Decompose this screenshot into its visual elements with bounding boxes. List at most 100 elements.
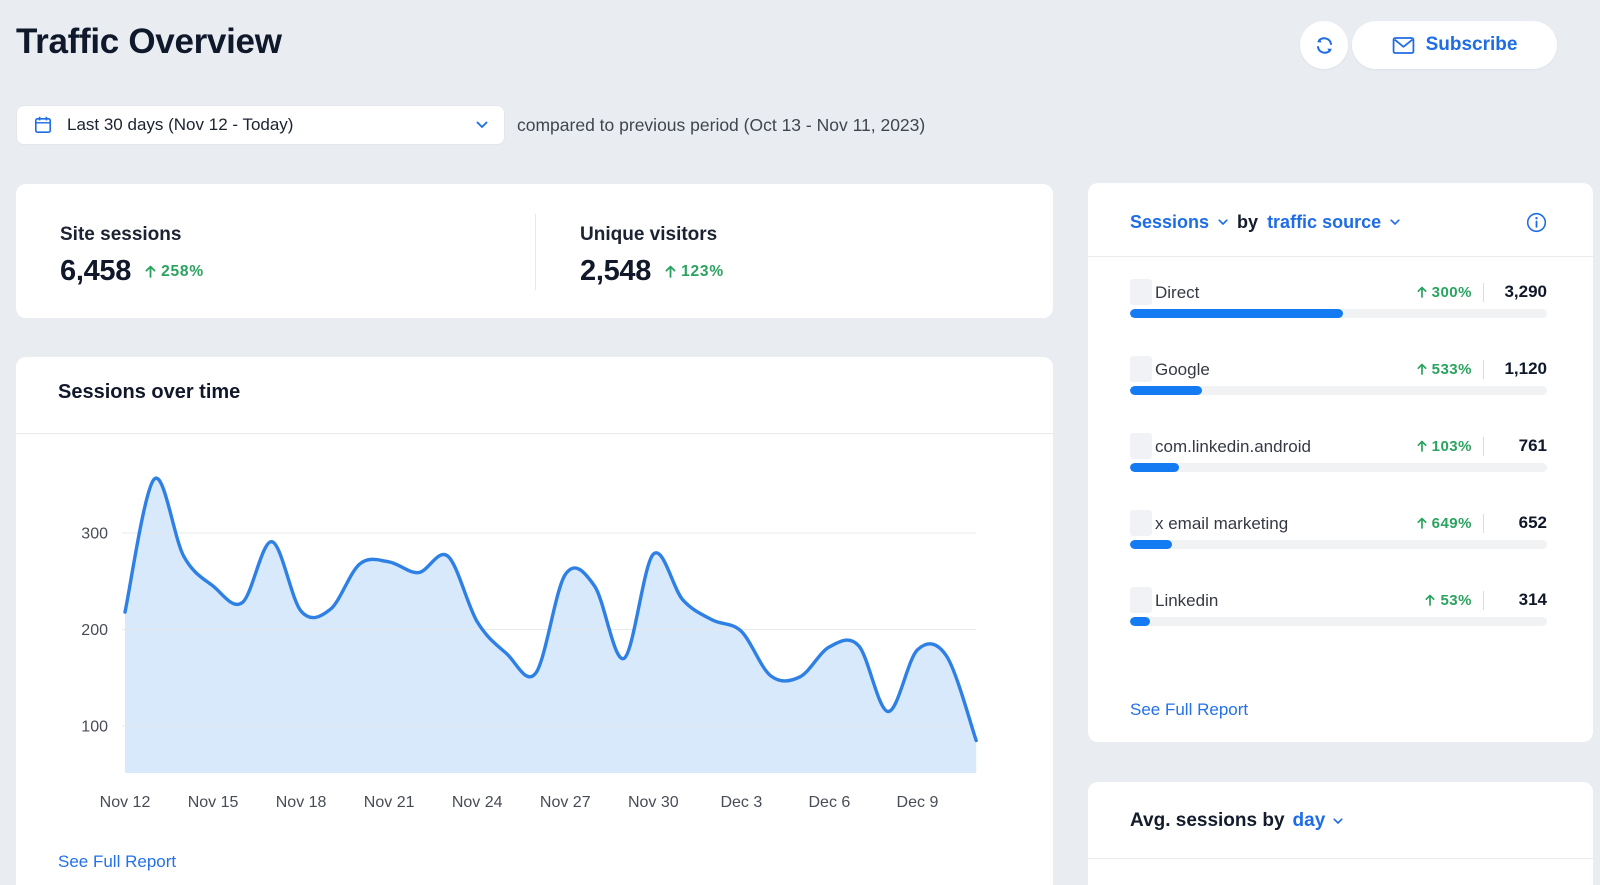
value-separator: [1483, 437, 1484, 456]
x-tick-label: Nov 24: [452, 794, 503, 811]
sessions-area-chart: 100 200 300 Nov 12 Nov 15 Nov 18 Nov 21 Nov 24 N…: [16, 433, 1053, 833]
chevron-down-icon[interactable]: [1390, 219, 1400, 226]
info-icon[interactable]: [1526, 212, 1547, 233]
traffic-source-label: Google: [1155, 360, 1210, 379]
metric-dropdown[interactable]: Sessions: [1130, 212, 1209, 233]
traffic-overview-page: Traffic Overview Subscribe: [0, 0, 1600, 885]
redacted-text-block: [1130, 279, 1152, 305]
x-tick-label: Dec 6: [809, 794, 851, 811]
x-tick-label: Dec 3: [720, 794, 762, 811]
traffic-sources-card: Sessions by traffic source: [1088, 183, 1593, 742]
by-label: by: [1237, 212, 1258, 233]
refresh-icon: [1313, 34, 1336, 57]
redacted-text-block: [1130, 433, 1152, 459]
redacted-text-block: [1130, 587, 1152, 613]
x-tick-label: Nov 18: [276, 794, 327, 811]
share-bar-track: [1130, 463, 1547, 472]
traffic-source-list: Direct 300% 3,290 Google: [1130, 281, 1547, 666]
value-separator: [1483, 514, 1484, 533]
comparison-note: compared to previous period (Oct 13 - No…: [517, 105, 925, 145]
share-bar-track: [1130, 617, 1547, 626]
kpi-value: 2,548: [580, 255, 651, 288]
redacted-text-block: [1130, 510, 1152, 536]
traffic-source-value: 652: [1495, 513, 1547, 533]
kpi-label: Site sessions: [60, 224, 204, 246]
avg-sessions-title: Avg. sessions by: [1130, 810, 1285, 832]
traffic-source-row: Linkedin 53% 314: [1130, 589, 1547, 626]
date-range-select[interactable]: Last 30 days (Nov 12 - Today): [16, 105, 505, 145]
share-bar-fill: [1130, 309, 1343, 318]
share-bar-fill: [1130, 463, 1179, 472]
x-tick-label: Nov 27: [540, 794, 591, 811]
arrow-up-icon: [1425, 594, 1435, 606]
x-tick-label: Nov 30: [628, 794, 679, 811]
arrow-up-icon: [665, 265, 676, 278]
see-full-report-link[interactable]: See Full Report: [58, 852, 176, 872]
arrow-up-icon: [1417, 440, 1427, 452]
traffic-source-value: 314: [1495, 590, 1547, 610]
traffic-source-value: 761: [1495, 436, 1547, 456]
date-range-value: Last 30 days (Nov 12 - Today): [67, 115, 462, 135]
share-bar-track: [1130, 386, 1547, 395]
traffic-source-label: com.linkedin.android: [1155, 437, 1311, 456]
share-bar-fill: [1130, 617, 1150, 626]
chevron-down-icon[interactable]: [1333, 818, 1343, 825]
value-separator: [1483, 591, 1484, 610]
kpi-change: 123%: [681, 263, 724, 281]
traffic-source-change: 103%: [1432, 438, 1472, 455]
mail-icon: [1392, 36, 1415, 55]
chevron-down-icon[interactable]: [1218, 219, 1228, 226]
traffic-source-row: Google 533% 1,120: [1130, 358, 1547, 395]
chart-title: Sessions over time: [58, 381, 240, 404]
share-bar-track: [1130, 540, 1547, 549]
share-bar-fill: [1130, 386, 1202, 395]
page-title: Traffic Overview: [16, 22, 282, 62]
y-tick-label: 200: [81, 622, 108, 639]
arrow-up-icon: [1417, 517, 1427, 529]
traffic-source-change: 533%: [1432, 361, 1472, 378]
subscribe-button[interactable]: Subscribe: [1352, 21, 1557, 69]
kpi-site-sessions: Site sessions 6,458 258%: [60, 224, 204, 288]
traffic-source-change: 300%: [1432, 284, 1472, 301]
subscribe-label: Subscribe: [1426, 34, 1518, 56]
dimension-dropdown[interactable]: traffic source: [1267, 212, 1381, 233]
avg-sessions-card: Avg. sessions by day: [1088, 782, 1593, 885]
traffic-source-row: x email marketing 649% 652: [1130, 512, 1547, 549]
traffic-source-value: 3,290: [1495, 282, 1547, 302]
redacted-text-block: [1130, 356, 1152, 382]
sessions-over-time-card: Sessions over time 100 200 300 Nov 12 Nov 15…: [16, 357, 1053, 885]
share-bar-fill: [1130, 540, 1172, 549]
calendar-icon: [33, 115, 53, 135]
arrow-up-icon: [1417, 286, 1427, 298]
x-tick-label: Nov 15: [188, 794, 239, 811]
value-separator: [1483, 360, 1484, 379]
x-tick-label: Nov 12: [100, 794, 151, 811]
kpi-value: 6,458: [60, 255, 131, 288]
value-separator: [1483, 283, 1484, 302]
traffic-source-label: Direct: [1155, 283, 1199, 302]
traffic-source-change: 53%: [1440, 592, 1472, 609]
arrow-up-icon: [145, 265, 156, 278]
traffic-source-label: x email marketing: [1155, 514, 1288, 533]
divider: [1088, 256, 1593, 257]
traffic-source-row: com.linkedin.android 103% 761: [1130, 435, 1547, 472]
refresh-button[interactable]: [1300, 21, 1348, 69]
kpi-unique-visitors: Unique visitors 2,548 123%: [580, 224, 724, 288]
kpi-divider: [535, 214, 536, 290]
traffic-source-change: 649%: [1432, 515, 1472, 532]
see-full-report-link[interactable]: See Full Report: [1130, 700, 1248, 720]
arrow-up-icon: [1417, 363, 1427, 375]
traffic-source-value: 1,120: [1495, 359, 1547, 379]
traffic-source-row: Direct 300% 3,290: [1130, 281, 1547, 318]
chevron-down-icon: [476, 121, 488, 129]
divider: [1088, 858, 1593, 859]
y-tick-label: 300: [81, 526, 108, 543]
kpi-label: Unique visitors: [580, 224, 724, 246]
traffic-source-label: Linkedin: [1155, 591, 1218, 610]
x-tick-label: Dec 9: [897, 794, 939, 811]
x-tick-label: Nov 21: [364, 794, 415, 811]
kpi-card: Site sessions 6,458 258% Unique visitors…: [16, 184, 1053, 318]
share-bar-track: [1130, 309, 1547, 318]
y-tick-label: 100: [81, 719, 108, 736]
avg-dimension-dropdown[interactable]: day: [1293, 810, 1326, 832]
